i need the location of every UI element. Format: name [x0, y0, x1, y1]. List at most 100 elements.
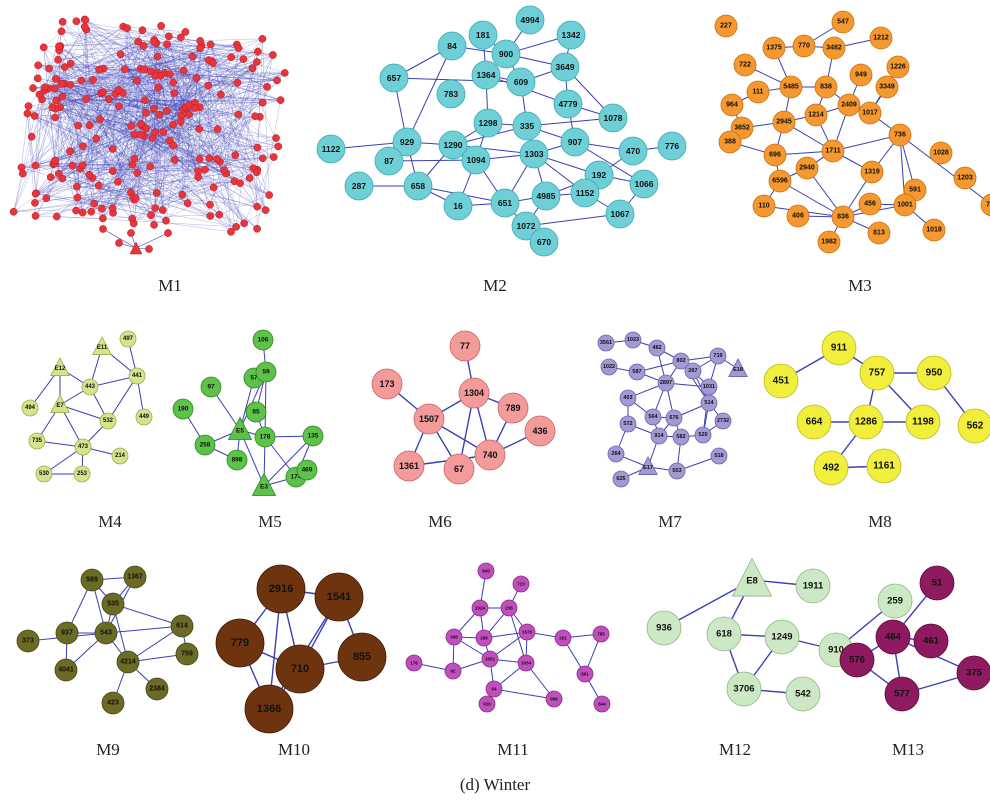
node-label: 651: [498, 198, 512, 208]
network-node: [195, 125, 204, 133]
network-edge: [58, 158, 263, 174]
network-node: [42, 194, 51, 203]
network-node: [258, 34, 267, 43]
node-shape: [929, 141, 953, 165]
node-shape: [405, 654, 423, 672]
network-edge: [55, 59, 209, 79]
network-edge: [59, 50, 62, 84]
node-shape: [869, 26, 893, 50]
network-node: [82, 95, 90, 103]
node-shape: [337, 632, 387, 682]
node-label: 1028: [933, 150, 949, 157]
node-shape: [471, 60, 501, 90]
network-node: [99, 225, 107, 233]
network-edge: [182, 109, 199, 178]
node-label: 591: [909, 187, 921, 194]
node-shape: [478, 695, 496, 713]
network-edge: [249, 177, 266, 211]
node-shape: [244, 684, 294, 734]
node-label: 4041: [58, 667, 74, 674]
network-node: [99, 214, 107, 223]
network-node: [52, 96, 60, 105]
network-edge: [173, 47, 239, 83]
node-label: 949: [855, 72, 867, 79]
node-shape: [50, 394, 70, 413]
network-node: [236, 179, 244, 188]
node-label: 1541: [327, 591, 351, 603]
network-node: 576: [839, 642, 875, 678]
network-node: [239, 55, 248, 63]
node-shape: [517, 654, 535, 672]
network-node: 1634: [517, 654, 535, 672]
node-label: 4994: [521, 15, 540, 25]
network-node: [131, 194, 140, 203]
network-edge: [27, 69, 125, 114]
network-node: 950: [916, 355, 952, 391]
node-shape: [913, 623, 949, 659]
node-shape: [461, 145, 491, 175]
network-node: [58, 92, 67, 101]
network-edge: [153, 109, 184, 225]
node-shape: [956, 655, 990, 691]
node-shape: [839, 642, 875, 678]
network-node: [217, 90, 225, 99]
network-node: [66, 80, 75, 89]
node-label: 514: [704, 400, 714, 406]
network-node: [18, 169, 27, 178]
network-edge: [58, 46, 263, 159]
network-node: 1507: [413, 403, 445, 435]
node-shape: [858, 192, 882, 216]
network-edge: [13, 197, 134, 212]
network-node: 916: [478, 695, 496, 713]
network-edge: [122, 92, 237, 227]
node-shape: [74, 438, 92, 456]
node-label: 2384: [149, 686, 165, 693]
node-shape: [779, 75, 803, 99]
network-node: 469: [296, 459, 318, 481]
node-shape: [628, 363, 646, 381]
node-label: 110: [758, 203, 769, 210]
figure-caption: (d) Winter: [460, 775, 531, 794]
node-shape: [73, 465, 91, 483]
node-shape: [560, 127, 590, 157]
network-node: 3649: [550, 52, 580, 82]
network-edge: [92, 79, 113, 209]
network-node: 253: [73, 465, 91, 483]
network-node: 5485: [779, 75, 803, 99]
network-edge: [208, 59, 214, 188]
node-shape: [714, 412, 732, 430]
node-label: 740: [482, 450, 497, 460]
network-node: [233, 78, 242, 87]
network-node: 1066: [629, 169, 659, 199]
network-node: [253, 202, 262, 211]
network-node: [269, 51, 277, 59]
network-node: [72, 182, 81, 191]
network-node: 135: [302, 425, 324, 447]
network-node: 1303: [519, 139, 549, 169]
node-label: 436: [532, 426, 547, 436]
node-shape: [638, 456, 658, 475]
network-node: 664: [796, 404, 832, 440]
node-shape: [515, 5, 545, 35]
network-node: [40, 83, 49, 92]
network-node: 2409: [837, 93, 861, 117]
network-edge: [219, 48, 239, 162]
node-label: 348: [450, 635, 458, 640]
network-node: [185, 110, 193, 119]
node-label: 173: [379, 379, 394, 389]
network-edge: [38, 65, 174, 83]
network-node: [141, 96, 149, 105]
network-node: [114, 85, 123, 94]
network-edge: [63, 83, 95, 204]
network-edge: [58, 46, 138, 173]
network-node: [74, 121, 83, 130]
node-label: E12: [55, 366, 66, 372]
network-node: 106: [252, 329, 274, 351]
network-node: 723: [512, 575, 530, 593]
node-label: 1367: [127, 574, 143, 581]
network-node: [108, 145, 117, 153]
network-edge: [262, 38, 270, 196]
node-label: 553: [672, 468, 681, 474]
network-node: 348: [445, 628, 463, 646]
